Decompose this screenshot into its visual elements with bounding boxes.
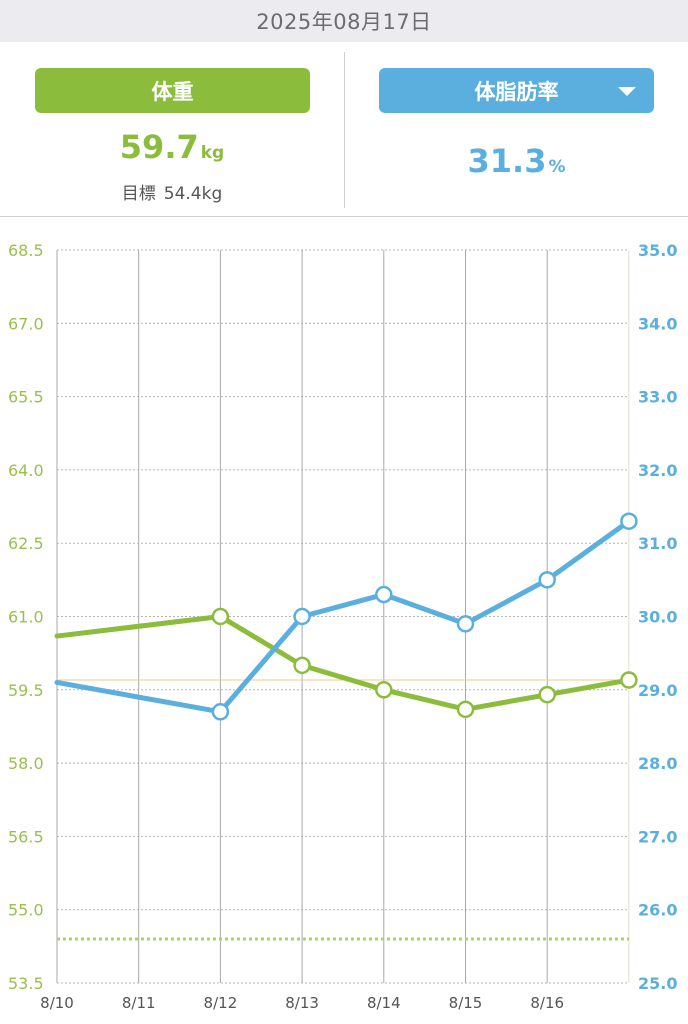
y-right-tick-label: 27.0: [638, 827, 677, 846]
weight-data-point: [620, 671, 638, 689]
y-right-tick-label: 31.0: [638, 534, 677, 553]
weight-value: 59.7 kg: [0, 128, 344, 166]
body-fat-dropdown-button[interactable]: 体脂肪率: [379, 68, 654, 113]
y-left-tick-label: 68.5: [8, 241, 44, 260]
y-left-tick-label: 55.0: [8, 901, 44, 920]
y-right-tick-label: 28.0: [638, 754, 677, 773]
weight-data-point: [456, 700, 475, 719]
y-right-tick-label: 26.0: [638, 901, 677, 920]
y-left-tick-label: 64.0: [8, 461, 44, 480]
x-tick-label: 8/11: [122, 994, 156, 1012]
weight-data-point: [293, 656, 311, 675]
weight-unit: kg: [200, 143, 225, 163]
x-tick-label: 8/10: [40, 994, 74, 1012]
weight-data-point: [538, 685, 556, 704]
weight-goal: 目標 54.4kg: [0, 179, 344, 204]
y-left-tick-label: 56.5: [8, 827, 44, 846]
body-fat-data-point: [293, 607, 311, 626]
body-fat-unit: %: [548, 157, 566, 177]
body-fat-data-point: [538, 571, 556, 589]
y-left-tick-label: 67.0: [8, 314, 44, 333]
y-right-tick-label: 25.0: [638, 974, 677, 993]
dropdown-caret-icon: [618, 87, 636, 96]
body-fat-data-point: [456, 615, 475, 633]
goal-label: 目標: [121, 184, 156, 204]
y-right-tick-label: 33.0: [638, 388, 677, 407]
goal-value: 54.4kg: [163, 184, 223, 204]
body-fat-data-point: [211, 703, 230, 721]
body-fat-number: 31.3: [467, 142, 547, 180]
weight-bodyfat-chart: 53.5 55.0 56.5 58.0 59.5 61.0 62.5 64.0 65.5 67.0…: [8, 241, 677, 1012]
y-right-tick-label: 29.0: [638, 681, 677, 700]
y-left-tick-label: 59.5: [8, 681, 44, 700]
date-header: 2025年08月17日: [0, 0, 688, 42]
x-tick-label: 8/16: [530, 994, 564, 1012]
y-left-tick-label: 53.5: [8, 974, 44, 993]
y-right-tick-label: 32.0: [638, 461, 677, 480]
y-left-tick-label: 61.0: [8, 608, 44, 627]
x-tick-label: 8/12: [204, 994, 238, 1012]
panel-divider: [344, 52, 345, 208]
body-fat-value: 31.3%: [345, 142, 688, 180]
weight-panel: 体重 59.7 kg 目標 54.4kg: [0, 42, 344, 216]
body-fat-panel: 体脂肪率 31.3%: [345, 42, 688, 216]
y-right-tick-label: 35.0: [638, 241, 677, 260]
y-left-tick-label: 62.5: [8, 534, 44, 553]
weight-data-point: [375, 681, 393, 699]
y-left-tick-label: 65.5: [8, 388, 44, 407]
weight-tab-button[interactable]: 体重: [35, 68, 310, 113]
header-divider: [0, 216, 688, 217]
x-tick-label: 8/14: [367, 994, 401, 1012]
x-tick-label: 8/15: [449, 994, 483, 1012]
y-left-tick-label: 58.0: [8, 754, 44, 773]
weight-number: 59.7: [119, 128, 199, 166]
x-tick-label: 8/13: [285, 994, 319, 1012]
body-fat-data-point: [620, 512, 638, 530]
body-fat-button-label: 体脂肪率: [474, 79, 559, 104]
y-right-tick-label: 34.0: [638, 314, 677, 333]
weight-data-point: [211, 607, 230, 626]
y-right-tick-label: 30.0: [638, 608, 677, 627]
body-fat-data-point: [375, 585, 393, 604]
